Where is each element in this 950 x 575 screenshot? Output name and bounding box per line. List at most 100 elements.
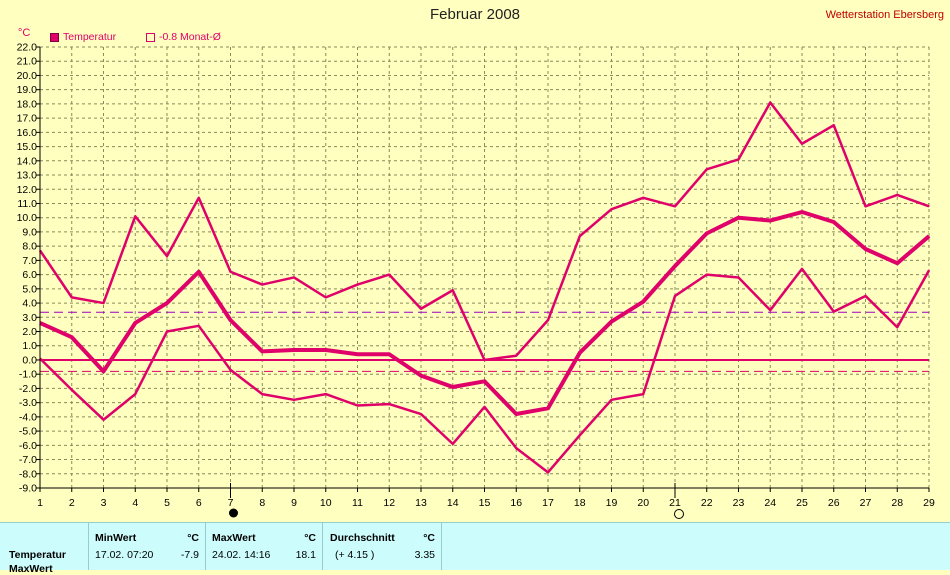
legend-monthly-avg-label: -0.8 Monat-Ø (159, 31, 221, 43)
y-tick-label: -4.0 (19, 411, 37, 423)
avg-header: Durchschnitt (330, 532, 395, 544)
legend-swatch-empty (146, 32, 155, 42)
data-point (325, 393, 327, 395)
min-header: MinWert (95, 532, 137, 544)
y-tick-label: -1.0 (19, 369, 37, 381)
data-point (674, 295, 676, 297)
x-tick-label: 18 (574, 497, 586, 509)
data-point (229, 369, 232, 371)
y-tick-label: 22.0 (17, 42, 38, 54)
data-point (674, 205, 676, 207)
y-tick-label: 21.0 (17, 56, 38, 68)
data-point (706, 232, 708, 234)
stats-avg-cell: Durchschnitt °C (+ 4.15 ) 3.35 (323, 523, 442, 570)
y-tick-label: 7.0 (22, 255, 37, 267)
x-tick-label: 7 (228, 497, 234, 509)
x-tick-label: 10 (320, 497, 332, 509)
y-tick-label: 3.0 (22, 312, 37, 324)
min-datetime: 17.02. 07:20 (95, 549, 154, 561)
x-tick-label: 29 (923, 497, 935, 509)
data-point (483, 406, 486, 408)
x-tick-label: 17 (542, 497, 554, 509)
y-tick-label: 20.0 (17, 70, 38, 82)
full-moon-icon (674, 509, 684, 519)
data-point (642, 301, 644, 303)
new-moon-icon (229, 508, 238, 518)
y-tick-label: 6.0 (22, 269, 37, 281)
y-tick-label: 13.0 (17, 170, 38, 182)
data-point (547, 471, 549, 473)
data-point (642, 197, 644, 199)
x-axis: 1 2 3 4 5 6 7 8 9 10 11 12 13 14 15 16 17 18 19 20 21 22 23 24 2… (37, 487, 935, 509)
data-point (325, 296, 327, 298)
chart-title: Februar 2008 (429, 6, 521, 23)
stats-max-cell: MaxWert °C 24.02. 14:16 18.1 (206, 523, 323, 570)
x-tick-label: 11 (352, 497, 363, 509)
data-point (198, 197, 200, 199)
data-point (801, 211, 803, 213)
data-point (293, 349, 295, 351)
station-name: Wetterstation Ebersberg (825, 9, 944, 21)
max-header: MaxWert (212, 532, 256, 544)
data-point (737, 276, 740, 279)
data-point (515, 413, 517, 415)
data-point (102, 302, 105, 304)
data-point (166, 302, 168, 304)
data-point (134, 393, 136, 395)
data-point (388, 353, 390, 355)
data-point (801, 268, 803, 270)
y-tick-label: -3.0 (19, 397, 37, 409)
data-point (420, 308, 422, 310)
x-tick-label: 5 (164, 497, 170, 509)
y-axis-unit: °C (18, 27, 31, 39)
max-value: 18.1 (295, 549, 316, 561)
data-point (198, 325, 200, 327)
y-tick-label: -6.0 (19, 440, 37, 452)
legend-swatch-filled (50, 32, 59, 42)
x-tick-label: 16 (510, 497, 522, 509)
data-point (198, 271, 200, 273)
data-point (356, 353, 359, 355)
data-point (610, 399, 613, 401)
y-tick-label: 12.0 (17, 184, 38, 196)
data-point (420, 413, 422, 415)
data-point (833, 221, 835, 223)
data-point (928, 235, 930, 237)
data-point (579, 235, 581, 237)
temperature-chart: 22.021.020.019.018.017.016.015.014.013.0… (17, 42, 935, 519)
min-unit: °C (187, 532, 199, 544)
stats-min-cell: MinWert °C 17.02. 07:20 -7.9 (89, 523, 206, 570)
data-point (229, 319, 232, 321)
data-point (261, 393, 263, 395)
y-tick-label: -7.0 (19, 454, 37, 466)
data-point (71, 296, 73, 298)
data-point (356, 404, 359, 407)
data-point (452, 443, 454, 445)
y-tick-label: -8.0 (19, 468, 37, 480)
data-point (102, 419, 105, 421)
y-tick-label: -2.0 (19, 383, 37, 395)
avg-value: 3.35 (414, 549, 435, 561)
y-tick-label: 0.0 (22, 354, 37, 366)
data-point (71, 389, 73, 391)
data-point (610, 320, 613, 323)
data-point (737, 217, 740, 219)
data-point (134, 322, 136, 324)
data-point (579, 352, 581, 354)
y-tick-label: -5.0 (19, 426, 37, 438)
y-tick-label: 18.0 (17, 98, 38, 110)
y-tick-label: -9.0 (19, 483, 37, 495)
x-tick-label: 24 (764, 497, 776, 509)
y-tick-label: 15.0 (17, 141, 38, 153)
data-point (864, 248, 867, 250)
x-tick-label: 22 (701, 497, 713, 509)
max-datetime: 24.02. 14:16 (212, 549, 271, 561)
series-line-max (38, 101, 930, 362)
data-point (515, 447, 517, 449)
data-point (674, 265, 676, 267)
x-tick-label: 4 (132, 497, 138, 509)
data-point (896, 262, 898, 264)
series-lines (38, 101, 931, 474)
data-point (452, 289, 454, 291)
max-unit: °C (304, 532, 316, 544)
